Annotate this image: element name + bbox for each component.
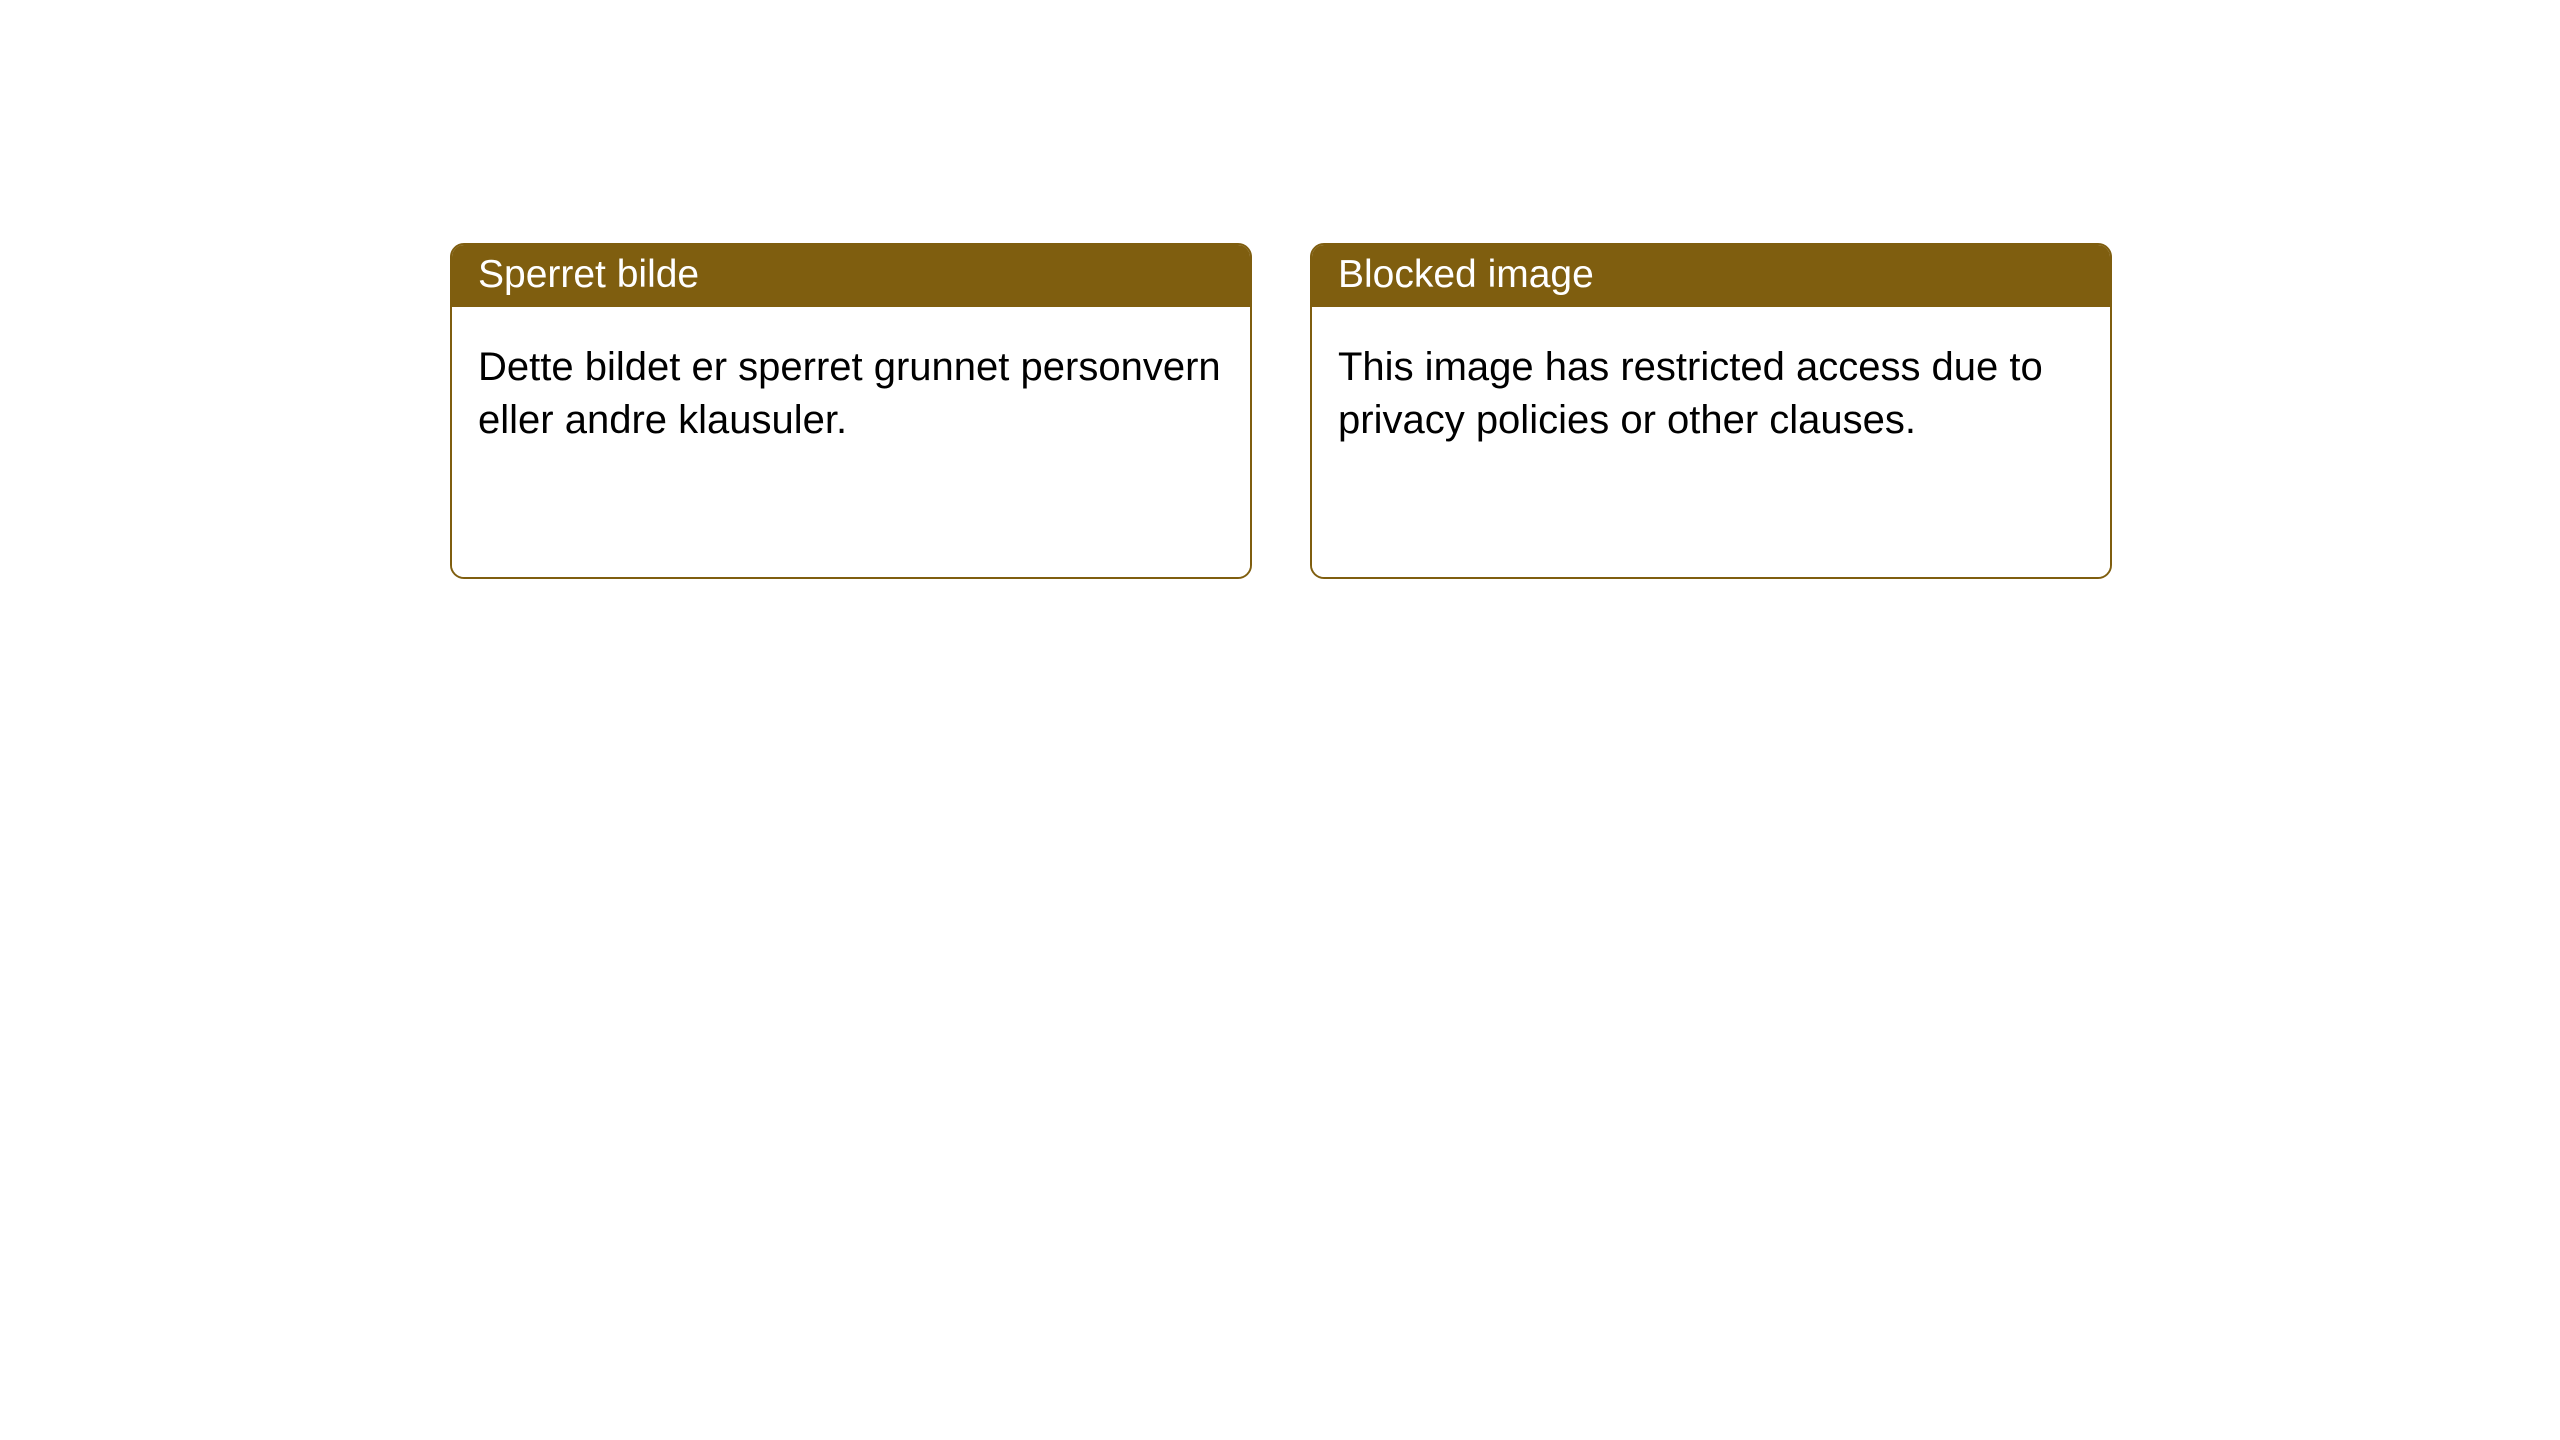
notice-title-english: Blocked image [1312,245,2110,307]
notice-box-english: Blocked image This image has restricted … [1310,243,2112,579]
notice-container: Sperret bilde Dette bildet er sperret gr… [0,0,2560,579]
notice-body-norwegian: Dette bildet er sperret grunnet personve… [452,307,1250,577]
notice-title-norwegian: Sperret bilde [452,245,1250,307]
notice-box-norwegian: Sperret bilde Dette bildet er sperret gr… [450,243,1252,579]
notice-body-english: This image has restricted access due to … [1312,307,2110,577]
